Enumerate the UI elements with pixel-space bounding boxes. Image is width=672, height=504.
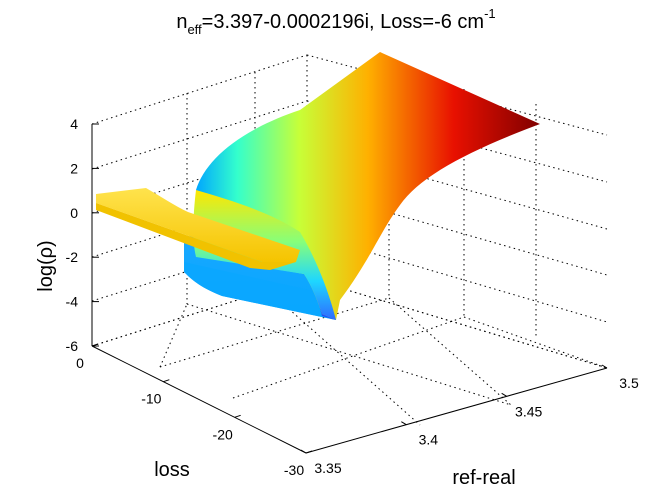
x-axis-ticks: 3.35 3.4 3.45 3.5 xyxy=(300,364,639,476)
y-axis-label: loss xyxy=(154,459,190,481)
x-tick-label: 3.5 xyxy=(619,375,639,391)
x-tick-label: 3.35 xyxy=(314,460,341,476)
x-tick-label: 3.45 xyxy=(515,403,542,419)
title-prefix: n xyxy=(176,11,187,33)
title-main: =3.397-0.0002196i, Loss=-6 cm xyxy=(202,11,484,33)
y-tick-mark xyxy=(234,414,241,418)
y-tick-label: 0 xyxy=(76,355,84,371)
title-superscript: -1 xyxy=(484,6,496,21)
title-subscript: eff xyxy=(187,22,202,37)
x-axis-label: ref-real xyxy=(452,467,515,489)
y-tick-mark xyxy=(91,343,99,347)
z-tick-label: -6 xyxy=(66,338,79,354)
y-tick-label: -20 xyxy=(213,426,233,442)
y-tick-mark xyxy=(163,379,170,383)
y-axis-ticks: 0 -10 -20 -30 xyxy=(76,343,313,478)
surface-ridge-face xyxy=(96,203,296,270)
z-tick-label: 0 xyxy=(70,205,78,221)
z-axis-label: log(ρ) xyxy=(35,240,57,291)
x-tick-mark xyxy=(601,364,608,369)
x-tick-label: 3.4 xyxy=(419,432,439,448)
y-tick-label: -30 xyxy=(284,462,304,478)
chart-title: neff=3.397-0.0002196i, Loss=-6 cm-1 xyxy=(176,6,495,37)
z-tick-label: 2 xyxy=(70,160,78,176)
z-tick-label: -4 xyxy=(66,294,79,310)
y-tick-mark xyxy=(305,450,313,454)
surface xyxy=(96,52,540,320)
z-axis-ticks: -6 -4 -2 0 2 4 xyxy=(66,116,99,354)
y-tick-label: -10 xyxy=(141,391,161,407)
x-tick-mark xyxy=(300,449,307,454)
z-tick-label: -2 xyxy=(66,249,79,265)
x-tick-mark xyxy=(401,421,407,426)
surface-lower-shading xyxy=(184,262,336,320)
surface-ridge-top xyxy=(96,188,300,262)
z-tick-label: 4 xyxy=(70,116,78,132)
axes-box xyxy=(91,124,608,454)
x-tick-mark xyxy=(501,392,507,397)
